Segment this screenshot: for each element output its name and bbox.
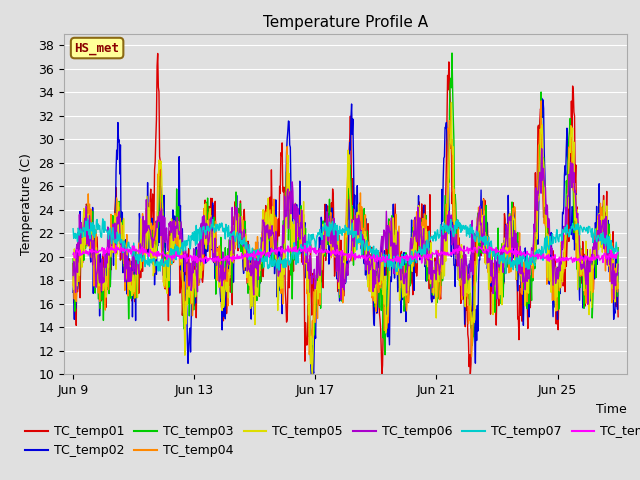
TC_temp04 — [69, 282, 77, 288]
Line: TC_temp05: TC_temp05 — [73, 103, 618, 374]
Line: TC_temp01: TC_temp01 — [73, 53, 618, 374]
TC_temp07 — [614, 249, 622, 254]
TC_temp02 — [614, 270, 622, 276]
TC_temp06 — [198, 220, 205, 226]
TC_temp01 — [154, 50, 161, 56]
Title: Temperature Profile A: Temperature Profile A — [263, 15, 428, 30]
TC_temp05 — [614, 285, 622, 291]
TC_temp08 — [380, 257, 387, 263]
TC_temp01 — [198, 276, 206, 282]
TC_temp03 — [89, 208, 97, 214]
TC_temp06 — [89, 262, 97, 268]
TC_temp03 — [296, 225, 304, 231]
TC_temp08 — [301, 242, 308, 248]
TC_temp02 — [538, 96, 545, 101]
TC_temp02 — [89, 204, 97, 210]
TC_temp08 — [69, 252, 77, 257]
TC_temp03 — [511, 219, 518, 225]
X-axis label: Time: Time — [596, 403, 627, 416]
TC_temp04 — [614, 280, 622, 286]
TC_temp07 — [502, 271, 509, 276]
TC_temp03 — [448, 50, 456, 56]
TC_temp04 — [268, 235, 275, 240]
Line: TC_temp06: TC_temp06 — [73, 149, 618, 304]
TC_temp08 — [511, 249, 518, 255]
TC_temp04 — [537, 98, 545, 104]
Line: TC_temp03: TC_temp03 — [73, 53, 618, 371]
TC_temp08 — [297, 249, 305, 254]
TC_temp03 — [69, 256, 77, 262]
TC_temp04 — [378, 280, 386, 286]
TC_temp06 — [378, 234, 386, 240]
TC_temp01 — [268, 207, 276, 213]
Line: TC_temp04: TC_temp04 — [73, 101, 618, 357]
TC_temp08 — [200, 261, 207, 266]
TC_temp08 — [198, 256, 205, 262]
TC_temp07 — [89, 220, 97, 226]
TC_temp05 — [268, 217, 275, 223]
TC_temp02 — [510, 255, 518, 261]
TC_temp04 — [296, 240, 304, 246]
TC_temp07 — [198, 230, 206, 236]
TC_temp07 — [268, 263, 276, 268]
TC_temp07 — [379, 258, 387, 264]
TC_temp07 — [99, 216, 107, 222]
TC_temp07 — [69, 226, 77, 232]
TC_temp04 — [89, 232, 97, 238]
TC_temp02 — [268, 245, 275, 251]
TC_temp06 — [509, 245, 517, 251]
TC_temp06 — [296, 220, 304, 226]
TC_temp05 — [511, 216, 518, 222]
TC_temp02 — [307, 372, 315, 377]
TC_temp05 — [69, 276, 77, 282]
TC_temp03 — [268, 229, 275, 235]
TC_temp03 — [614, 245, 622, 251]
TC_temp06 — [268, 232, 275, 238]
TC_temp01 — [511, 240, 518, 246]
TC_temp07 — [297, 242, 305, 248]
TC_temp05 — [198, 275, 205, 281]
TC_temp01 — [378, 372, 386, 377]
TC_temp04 — [198, 228, 205, 234]
TC_temp03 — [379, 288, 387, 293]
TC_temp04 — [468, 354, 476, 360]
TC_temp03 — [308, 368, 316, 374]
TC_temp06 — [538, 146, 545, 152]
TC_temp08 — [89, 249, 97, 255]
Y-axis label: Temperature (C): Temperature (C) — [20, 153, 33, 255]
TC_temp01 — [89, 240, 97, 245]
TC_temp02 — [69, 289, 77, 295]
TC_temp05 — [447, 100, 455, 106]
TC_temp01 — [614, 314, 622, 320]
TC_temp08 — [268, 249, 276, 255]
TC_temp06 — [614, 262, 622, 267]
TC_temp01 — [69, 261, 77, 266]
TC_temp05 — [308, 372, 316, 377]
TC_temp02 — [198, 222, 205, 228]
Line: TC_temp08: TC_temp08 — [73, 245, 618, 264]
TC_temp06 — [584, 301, 591, 307]
Line: TC_temp02: TC_temp02 — [73, 98, 618, 374]
Legend: TC_temp01, TC_temp02, TC_temp03, TC_temp04, TC_temp05, TC_temp06, TC_temp07, TC_: TC_temp01, TC_temp02, TC_temp03, TC_temp… — [25, 425, 640, 457]
TC_temp05 — [296, 219, 304, 225]
TC_temp01 — [297, 204, 305, 210]
TC_temp04 — [510, 206, 518, 212]
Text: HS_met: HS_met — [75, 42, 120, 55]
TC_temp06 — [69, 273, 77, 278]
Line: TC_temp07: TC_temp07 — [73, 219, 618, 274]
TC_temp08 — [614, 250, 622, 255]
TC_temp02 — [296, 204, 304, 210]
TC_temp03 — [198, 247, 205, 252]
TC_temp07 — [511, 262, 518, 268]
TC_temp05 — [379, 259, 387, 265]
TC_temp01 — [380, 329, 387, 335]
TC_temp05 — [89, 250, 97, 256]
TC_temp02 — [379, 288, 387, 294]
